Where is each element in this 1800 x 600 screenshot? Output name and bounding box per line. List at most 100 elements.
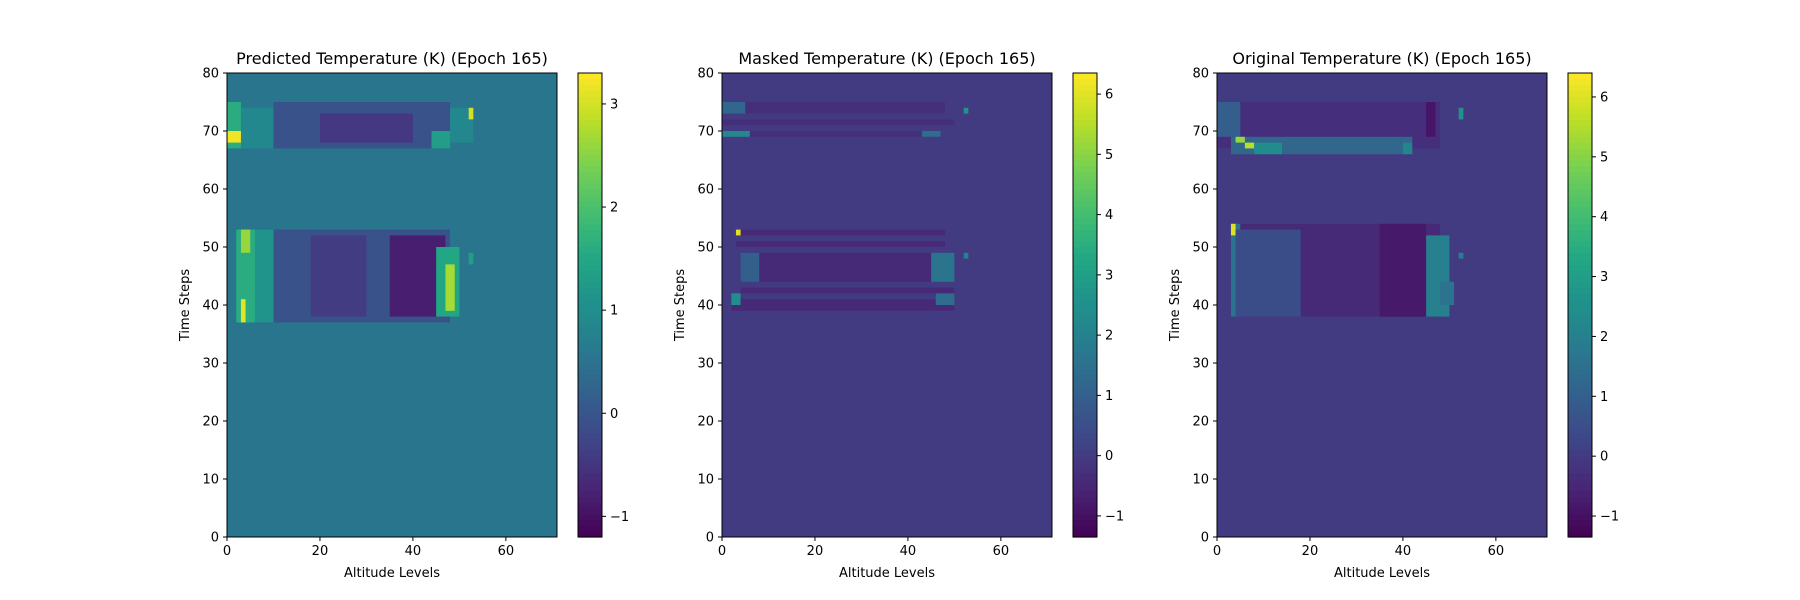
- x-tick-label: 40: [1395, 544, 1412, 559]
- colorbar-segment: [1568, 490, 1592, 497]
- colorbar-segment: [1568, 363, 1592, 370]
- colorbar-segment: [578, 345, 602, 352]
- colorbar: −1 0 1 2 3 4 5 6: [1567, 72, 1619, 538]
- colorbar-tick-label: 3: [1600, 270, 1608, 285]
- colorbar-segment: [578, 455, 602, 463]
- y-tick-label: 20: [697, 415, 714, 430]
- colorbar-segment: [578, 502, 602, 509]
- heatmap-cell: [731, 293, 741, 305]
- colorbar-segment: [578, 403, 602, 410]
- heatmap-cell: [227, 131, 246, 143]
- colorbar-segment: [1568, 229, 1592, 236]
- colorbar-segment: [1568, 200, 1592, 207]
- y-tick-label: 80: [202, 67, 219, 82]
- colorbar-segment: [1568, 183, 1592, 190]
- colorbar-segment: [578, 293, 602, 300]
- y-tick-label: 0: [211, 531, 219, 546]
- y-tick-label: 0: [1201, 531, 1209, 546]
- colorbar-segment: [1568, 455, 1592, 463]
- colorbar-segment: [1073, 415, 1097, 422]
- x-tick-label: 60: [498, 544, 515, 559]
- colorbar-segment: [1073, 421, 1097, 428]
- colorbar-segment: [578, 473, 602, 480]
- heatmap-cell: [431, 131, 451, 149]
- colorbar-segment: [1073, 438, 1097, 445]
- y-tick-label: 10: [202, 473, 219, 488]
- colorbar-tick-label: 2: [1600, 330, 1608, 345]
- colorbar-segment: [1568, 78, 1592, 86]
- colorbar-segment: [578, 119, 602, 126]
- colorbar-segment: [1568, 421, 1592, 428]
- colorbar-segment: [1073, 351, 1097, 358]
- heatmap-cell: [731, 299, 955, 311]
- colorbar-segment: [1568, 212, 1592, 219]
- colorbar-segment: [578, 484, 602, 492]
- heatmap-cell: [722, 102, 946, 114]
- colorbar-segment: [1073, 409, 1097, 416]
- colorbar-segment: [1073, 78, 1097, 86]
- colorbar-segment: [578, 270, 602, 277]
- colorbar-segment: [578, 125, 602, 132]
- x-tick-label: 20: [312, 544, 329, 559]
- colorbar-segment: [1073, 293, 1097, 300]
- colorbar-segment: [578, 177, 602, 184]
- colorbar-segment: [1073, 357, 1097, 364]
- colorbar-segment: [578, 496, 602, 503]
- colorbar-segment: [1568, 316, 1592, 323]
- x-tick-label: 40: [405, 544, 422, 559]
- heatmap-cell: [1458, 252, 1464, 259]
- colorbar-segment: [1073, 467, 1097, 474]
- colorbar-segment: [1073, 432, 1097, 439]
- y-tick-label: 30: [202, 357, 219, 372]
- colorbar-segment: [1568, 374, 1592, 381]
- colorbar-segment: [1073, 525, 1097, 532]
- y-tick-label: 40: [697, 299, 714, 314]
- colorbar-tick-label: 0: [1600, 450, 1608, 465]
- x-tick-label: 40: [900, 544, 917, 559]
- colorbar-segment: [1568, 96, 1592, 103]
- colorbar-segment: [1073, 136, 1097, 144]
- y-tick-label: 40: [202, 299, 219, 314]
- x-tick-label: 0: [718, 544, 726, 559]
- colorbar-segment: [1073, 397, 1097, 405]
- colorbar-segment: [578, 316, 602, 323]
- heatmap-cell: [722, 119, 955, 126]
- colorbar-segment: [1073, 218, 1097, 225]
- colorbar-segment: [1568, 438, 1592, 445]
- colorbar-segment: [578, 339, 602, 347]
- colorbar-segment: [578, 136, 602, 144]
- colorbar-segment: [1073, 119, 1097, 126]
- y-tick-label: 70: [1192, 125, 1209, 140]
- colorbar-tick-label: −1: [1105, 509, 1124, 524]
- y-tick-label: 30: [697, 357, 714, 372]
- colorbar-segment: [1073, 374, 1097, 381]
- colorbar-segment: [1073, 107, 1097, 115]
- colorbar-segment: [1568, 345, 1592, 352]
- y-tick-label: 0: [706, 531, 714, 546]
- colorbar-segment: [1073, 496, 1097, 503]
- colorbar-segment: [578, 148, 602, 155]
- colorbar-segment: [578, 142, 602, 149]
- heatmap-cell: [722, 131, 936, 137]
- colorbar-segment: [578, 96, 602, 103]
- colorbar-tick-label: 1: [1600, 390, 1608, 405]
- colorbar-segment: [1073, 380, 1097, 387]
- colorbar-segment: [1073, 392, 1097, 399]
- colorbar-segment: [1568, 287, 1592, 294]
- colorbar-tick-label: 0: [1105, 449, 1113, 464]
- colorbar-segment: [1568, 247, 1592, 254]
- x-axis-label: Altitude Levels: [344, 566, 440, 581]
- colorbar-segment: [1073, 160, 1097, 167]
- colorbar-segment: [1073, 444, 1097, 451]
- colorbar-segment: [1073, 270, 1097, 277]
- colorbar-segment: [1073, 287, 1097, 294]
- colorbar-segment: [578, 513, 602, 521]
- y-tick-label: 80: [697, 67, 714, 82]
- colorbar-segment: [1568, 148, 1592, 155]
- colorbar-segment: [1568, 334, 1592, 341]
- colorbar-segment: [578, 258, 602, 265]
- colorbar-segment: [578, 409, 602, 416]
- colorbar-segment: [578, 519, 602, 526]
- heatmap-cell: [1230, 223, 1236, 236]
- colorbar-segment: [578, 525, 602, 532]
